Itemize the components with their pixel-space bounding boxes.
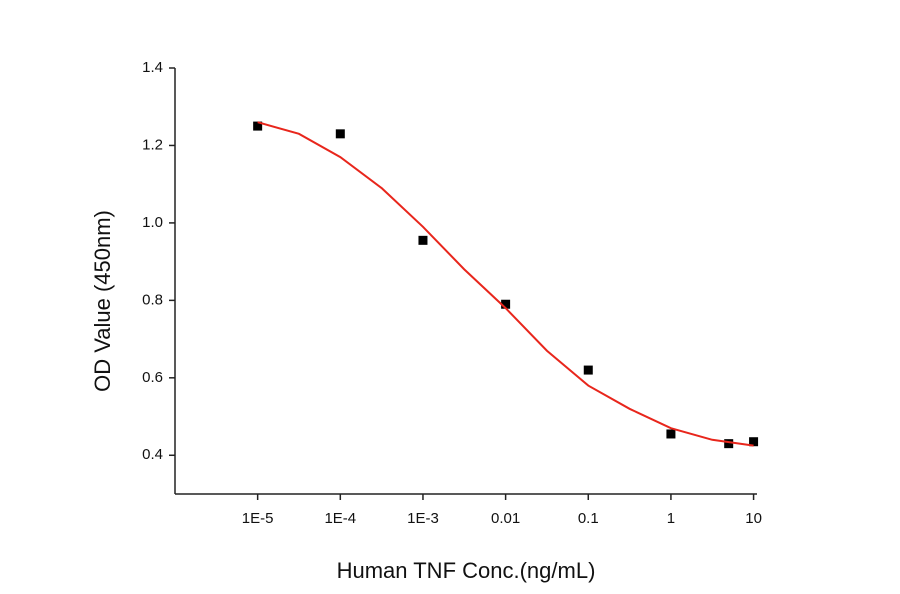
x-axis-label: Human TNF Conc.(ng/mL) (337, 558, 596, 583)
data-point (749, 437, 759, 447)
data-point (724, 439, 734, 449)
x-tick-label: 1E-3 (407, 510, 439, 527)
x-tick-label: 0.01 (491, 510, 520, 527)
data-point (335, 129, 345, 139)
x-tick-label: 1E-4 (324, 510, 356, 527)
y-tick-label: 0.4 (142, 446, 163, 463)
x-tick-label: 10 (745, 510, 762, 527)
data-point (253, 121, 263, 131)
data-point (501, 299, 511, 309)
data-point (583, 365, 593, 375)
y-tick-label: 0.8 (142, 291, 163, 308)
data-point (418, 235, 428, 245)
fit-curve (257, 121, 754, 447)
x-tick-label: 1E-5 (242, 510, 274, 527)
y-tick-label: 0.6 (142, 369, 163, 386)
x-tick-label: 0.1 (578, 510, 599, 527)
y-tick-label: 1.4 (142, 59, 163, 76)
y-axis-label: OD Value (450nm) (90, 210, 115, 392)
y-tick-label: 1.0 (142, 214, 163, 231)
x-tick-label: 1 (667, 510, 675, 527)
data-point (666, 429, 676, 439)
y-tick-label: 1.2 (142, 136, 163, 153)
